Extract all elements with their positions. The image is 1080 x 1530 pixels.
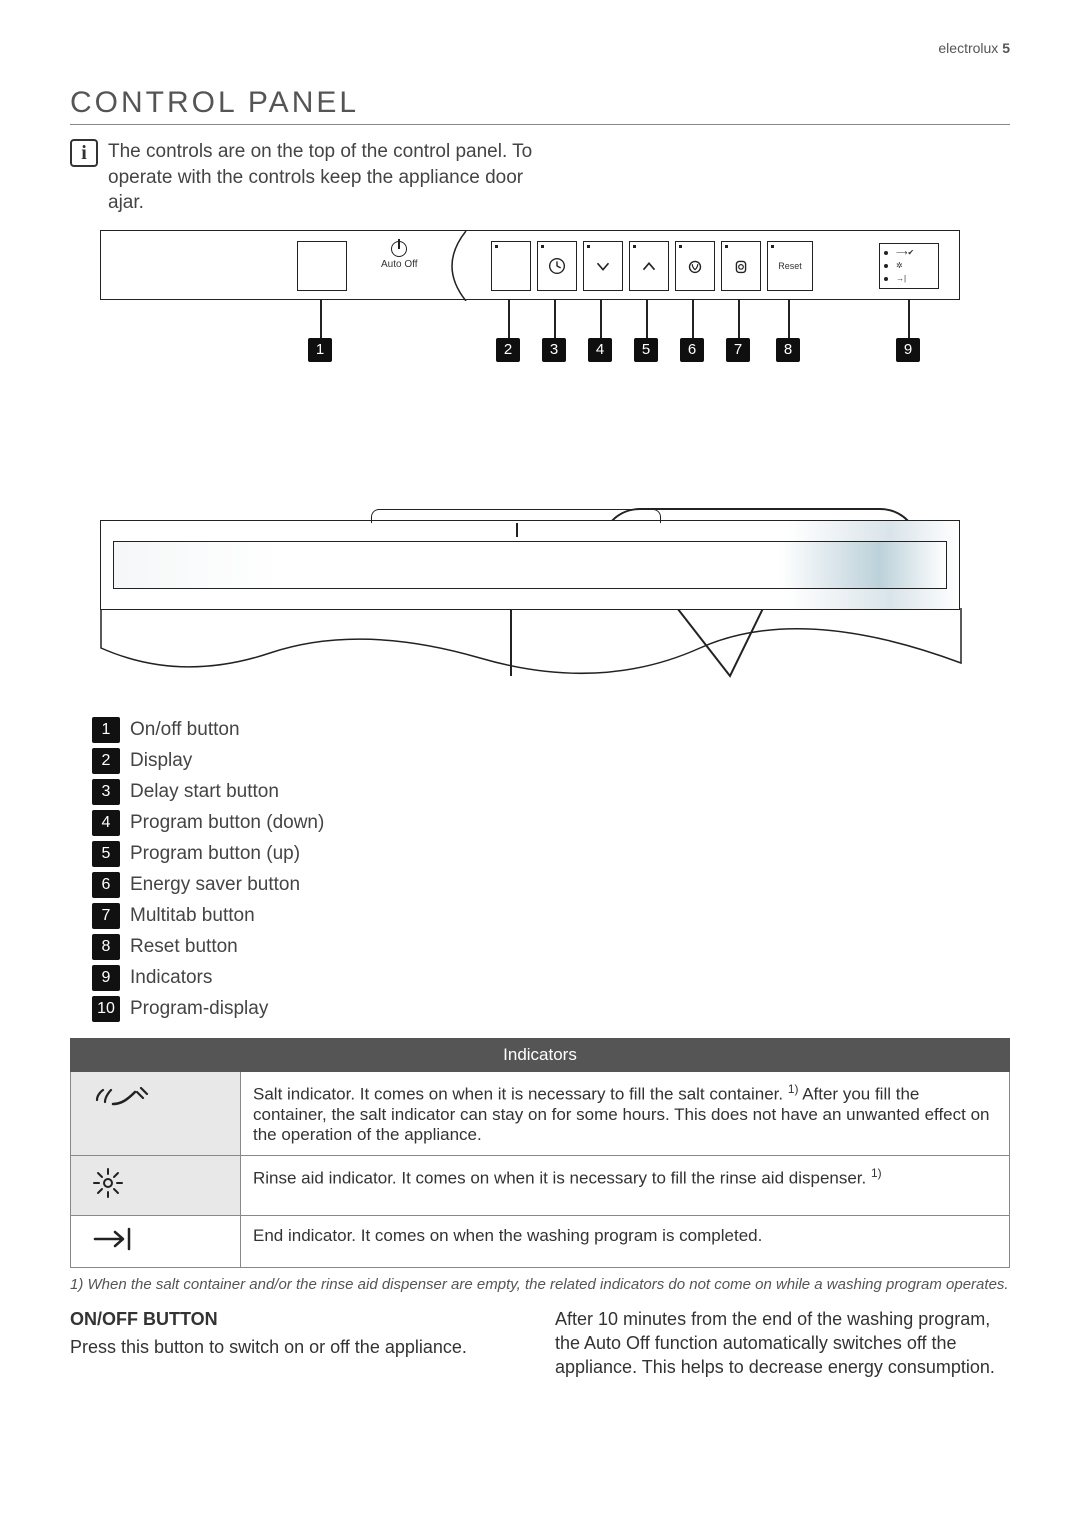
end-indicator-text: End indicator. It comes on when the wash… [241, 1215, 1010, 1267]
info-icon: i [70, 139, 98, 167]
indicators-table: Indicators Salt indicator. It comes on w… [70, 1038, 1010, 1268]
front-box [100, 520, 960, 610]
list-item: 3 Delay start button [92, 779, 1010, 805]
reset-button: Reset [767, 241, 813, 291]
list-badge: 10 [92, 996, 120, 1022]
table-row: End indicator. It comes on when the wash… [71, 1215, 1010, 1267]
list-item: 9 Indicators [92, 965, 1010, 991]
list-label: Program-display [130, 998, 268, 1020]
list-badge: 5 [92, 841, 120, 867]
power-icon [391, 241, 407, 257]
list-item: 7 Multitab button [92, 903, 1010, 929]
footnote: 1) When the salt container and/or the ri… [70, 1276, 1010, 1293]
auto-off-label: Auto Off [381, 241, 418, 270]
section-title: CONTROL PANEL [70, 86, 1010, 125]
salt-indicator-icon [71, 1071, 241, 1155]
onoff-heading: ON/OFF BUTTON [70, 1307, 525, 1331]
callout-9: 9 [896, 338, 920, 362]
info-note: i The controls are on the top of the con… [70, 139, 1010, 216]
multitab-button [721, 241, 761, 291]
list-item: 10 Program-display [92, 996, 1010, 1022]
list-item: 1 On/off button [92, 717, 1010, 743]
panel-onoff-button [297, 241, 347, 291]
list-label: Indicators [130, 967, 212, 989]
brand: electrolux [938, 40, 998, 56]
list-badge: 1 [92, 717, 120, 743]
top-panel-outline: Auto Off Reset [100, 230, 960, 300]
list-item: 5 Program button (up) [92, 841, 1010, 867]
display-button [491, 241, 531, 291]
list-badge: 8 [92, 934, 120, 960]
list-label: Multitab button [130, 905, 255, 927]
list-badge: 4 [92, 810, 120, 836]
page-number: 5 [1002, 40, 1010, 56]
list-label: Delay start button [130, 781, 279, 803]
callout-3: 3 [542, 338, 566, 362]
list-label: Energy saver button [130, 874, 300, 896]
control-panel-diagram: Auto Off Reset [100, 230, 1010, 693]
page-header: electrolux 5 [70, 40, 1010, 56]
list-badge: 7 [92, 903, 120, 929]
list-label: Program button (down) [130, 812, 324, 834]
delay-start-button [537, 241, 577, 291]
callout-8: 8 [776, 338, 800, 362]
list-badge: 3 [92, 779, 120, 805]
end-indicator-icon [71, 1215, 241, 1267]
list-item: 8 Reset button [92, 934, 1010, 960]
onoff-left-text: Press this button to switch on or off th… [70, 1337, 467, 1357]
info-text: The controls are on the top of the contr… [108, 139, 538, 216]
callout-2: 2 [496, 338, 520, 362]
energy-saver-button [675, 241, 715, 291]
list-badge: 6 [92, 872, 120, 898]
table-row: Salt indicator. It comes on when it is n… [71, 1071, 1010, 1155]
button-legend-list: 1 On/off button 2 Display 3 Delay start but… [92, 717, 1010, 1022]
front-slot [113, 541, 947, 589]
table-row: Rinse aid indicator. It comes on when it… [71, 1155, 1010, 1215]
salt-indicator-text: Salt indicator. It comes on when it is n… [241, 1071, 1010, 1155]
reset-label: Reset [778, 261, 802, 271]
list-badge: 9 [92, 965, 120, 991]
list-item: 4 Program button (down) [92, 810, 1010, 836]
callout-7: 7 [726, 338, 750, 362]
door-handle [371, 509, 661, 523]
program-down-button [583, 241, 623, 291]
list-badge: 2 [92, 748, 120, 774]
auto-off-text: Auto Off [381, 259, 418, 270]
list-label: Reset button [130, 936, 238, 958]
separator-curve [436, 231, 476, 301]
callout-6: 6 [680, 338, 704, 362]
indicators-table-header: Indicators [71, 1038, 1010, 1071]
indicators-cluster: ⟶✔ ✲ →| [879, 243, 939, 289]
panel-button-group: Reset [491, 241, 813, 291]
callout-5: 5 [634, 338, 658, 362]
front-panel-diagram: 10 [100, 520, 960, 693]
callout-4: 4 [588, 338, 612, 362]
onoff-right-text: After 10 minutes from the end of the was… [555, 1309, 995, 1378]
rinse-aid-indicator-text: Rinse aid indicator. It comes on when it… [241, 1155, 1010, 1215]
program-up-button [629, 241, 669, 291]
callout-1: 1 [308, 338, 332, 362]
list-label: On/off button [130, 719, 240, 741]
rinse-aid-indicator-icon [71, 1155, 241, 1215]
list-item: 2 Display [92, 748, 1010, 774]
onoff-section: ON/OFF BUTTON Press this button to switc… [70, 1307, 1010, 1380]
list-label: Display [130, 750, 192, 772]
list-label: Program button (up) [130, 843, 300, 865]
torn-edge [100, 608, 962, 688]
list-item: 6 Energy saver button [92, 872, 1010, 898]
callout-leaders-top: 1 2 3 4 5 6 7 8 9 [100, 300, 960, 370]
